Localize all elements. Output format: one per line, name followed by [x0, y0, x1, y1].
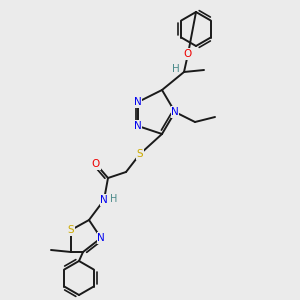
Text: N: N	[97, 233, 105, 243]
Text: N: N	[134, 121, 142, 131]
Text: S: S	[68, 225, 74, 235]
Text: N: N	[171, 107, 179, 117]
Text: H: H	[172, 64, 180, 74]
Text: N: N	[134, 97, 142, 107]
Text: O: O	[92, 159, 100, 169]
Text: O: O	[184, 49, 192, 59]
Text: S: S	[137, 149, 143, 159]
Text: N: N	[100, 195, 108, 205]
Text: H: H	[110, 194, 118, 204]
